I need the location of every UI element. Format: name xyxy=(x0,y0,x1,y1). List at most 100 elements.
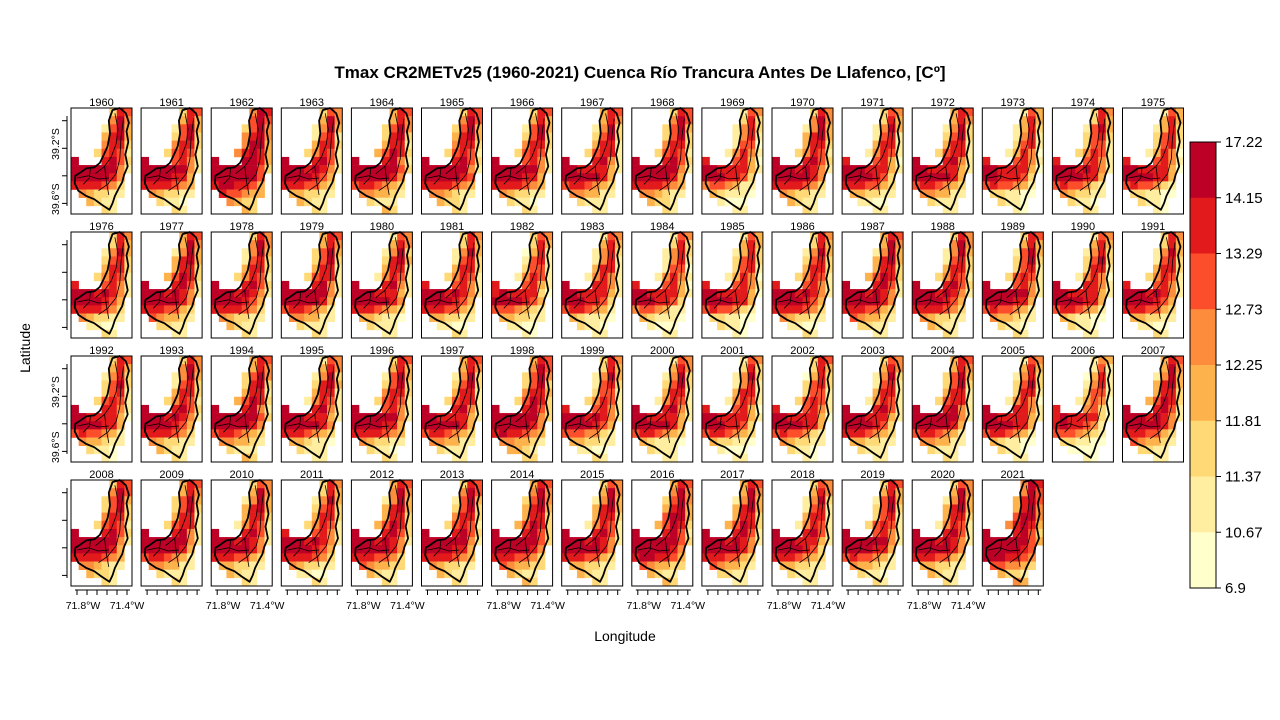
sub-basin-line xyxy=(588,118,615,192)
heatmap-cell xyxy=(327,537,335,546)
heatmap-cell xyxy=(654,421,663,430)
heatmap-cell xyxy=(241,289,250,298)
heatmap-cell xyxy=(935,189,943,198)
heatmap-cell xyxy=(1145,289,1154,298)
heatmap-cell xyxy=(544,124,553,133)
heatmap-cell xyxy=(452,297,460,306)
heatmap-cell xyxy=(1012,189,1021,198)
heatmap-cell xyxy=(592,437,601,446)
heatmap-cell xyxy=(1035,156,1044,166)
heatmap-cell xyxy=(1082,132,1091,141)
heatmap-cell xyxy=(296,313,305,322)
heatmap-cell xyxy=(1098,256,1107,265)
heatmap-cell xyxy=(304,305,313,314)
heatmap-cell xyxy=(381,437,390,446)
heatmap-cell xyxy=(950,496,959,505)
heatmap-cell xyxy=(935,429,943,438)
heatmap-cell xyxy=(599,372,608,381)
heatmap-cell xyxy=(86,297,95,306)
heatmap-cell xyxy=(537,189,546,198)
heatmap-cell xyxy=(381,388,390,398)
heatmap-cell xyxy=(957,372,966,381)
panel-year-label: 1962 xyxy=(229,97,253,109)
heatmap-cell xyxy=(599,313,608,322)
heatmap-cell xyxy=(334,108,343,117)
panel-1988: 1988 xyxy=(911,221,974,339)
heatmap-cell xyxy=(241,189,250,198)
heatmap-cell xyxy=(522,561,531,570)
heatmap-cell xyxy=(1130,305,1139,314)
heatmap-cell xyxy=(452,165,460,174)
heatmap-cell xyxy=(872,289,881,298)
heatmap-cell xyxy=(186,173,195,182)
heatmap-cell xyxy=(732,561,741,570)
heatmap-cell xyxy=(116,380,125,389)
sub-basin-line xyxy=(384,538,390,567)
heatmap-cell xyxy=(935,297,943,306)
heatmap-cell xyxy=(366,181,375,190)
heatmap-cell xyxy=(452,496,460,505)
heatmap-cell xyxy=(599,512,608,522)
heatmap-cell xyxy=(864,189,873,198)
heatmap-cell xyxy=(787,305,796,314)
heatmap-cell xyxy=(942,413,951,422)
heatmap-cell xyxy=(747,372,756,381)
heatmap-cell xyxy=(1168,256,1177,265)
heatmap-cell xyxy=(639,537,648,546)
heatmap-cell xyxy=(1012,437,1021,446)
heatmap-cell xyxy=(709,297,718,306)
heatmap-cell xyxy=(669,256,678,265)
heatmap-cell xyxy=(825,404,834,414)
heatmap-cell xyxy=(124,372,133,381)
heatmap-cell xyxy=(374,429,383,438)
heatmap-cell xyxy=(957,248,966,257)
heatmap-cell xyxy=(787,545,796,554)
heatmap-cell xyxy=(685,280,694,290)
heatmap-cell xyxy=(1160,413,1169,422)
heatmap-cell xyxy=(912,280,921,290)
y-tick-label: 39.6°S xyxy=(50,431,62,463)
heatmap-cell xyxy=(950,132,959,141)
heatmap-cell xyxy=(1012,156,1021,166)
heatmap-cell xyxy=(1105,413,1114,422)
heatmap-cell xyxy=(895,156,904,166)
basin-outline xyxy=(213,355,271,459)
heatmap-cell xyxy=(311,437,320,446)
heatmap-cell xyxy=(109,512,118,522)
heatmap-cell xyxy=(537,488,546,497)
heatmap-cell xyxy=(101,453,110,463)
sub-basin-line xyxy=(503,167,512,185)
heatmap-cell xyxy=(319,132,328,141)
heatmap-cell xyxy=(93,520,102,530)
heatmap-cell xyxy=(1020,289,1029,298)
heatmap-cell xyxy=(740,480,748,489)
heatmap-cell xyxy=(397,280,406,290)
heatmap-cell xyxy=(864,553,873,562)
heatmap-cell xyxy=(1160,124,1169,133)
panel-frame xyxy=(561,355,624,463)
heatmap-cell xyxy=(1122,404,1131,414)
heatmap-cell xyxy=(163,297,172,306)
heatmap-cell xyxy=(256,364,265,373)
heatmap-cell xyxy=(817,504,826,513)
sub-basin-line xyxy=(1064,167,1073,185)
sub-basin-line xyxy=(82,167,91,185)
heatmap-cell xyxy=(755,165,764,174)
heatmap-cell xyxy=(397,437,406,446)
heatmap-cell xyxy=(592,280,601,290)
heatmap-cell xyxy=(109,124,118,133)
heatmap-cell xyxy=(662,537,671,546)
heatmap-cell xyxy=(810,413,819,422)
panel-1989: 1989 xyxy=(981,221,1044,339)
heatmap-cell xyxy=(576,189,585,198)
heatmap-cell xyxy=(171,537,180,546)
heatmap-cell xyxy=(389,313,398,322)
heatmap-cell xyxy=(701,289,710,298)
heatmap-cell xyxy=(599,181,608,190)
panel-1991: 1991 xyxy=(1122,221,1184,339)
heatmap-cell xyxy=(171,297,180,306)
heatmap-cell xyxy=(997,297,1006,306)
heatmap-cell xyxy=(514,537,523,546)
heatmap-cell xyxy=(817,132,826,141)
heatmap-cell xyxy=(887,132,896,141)
